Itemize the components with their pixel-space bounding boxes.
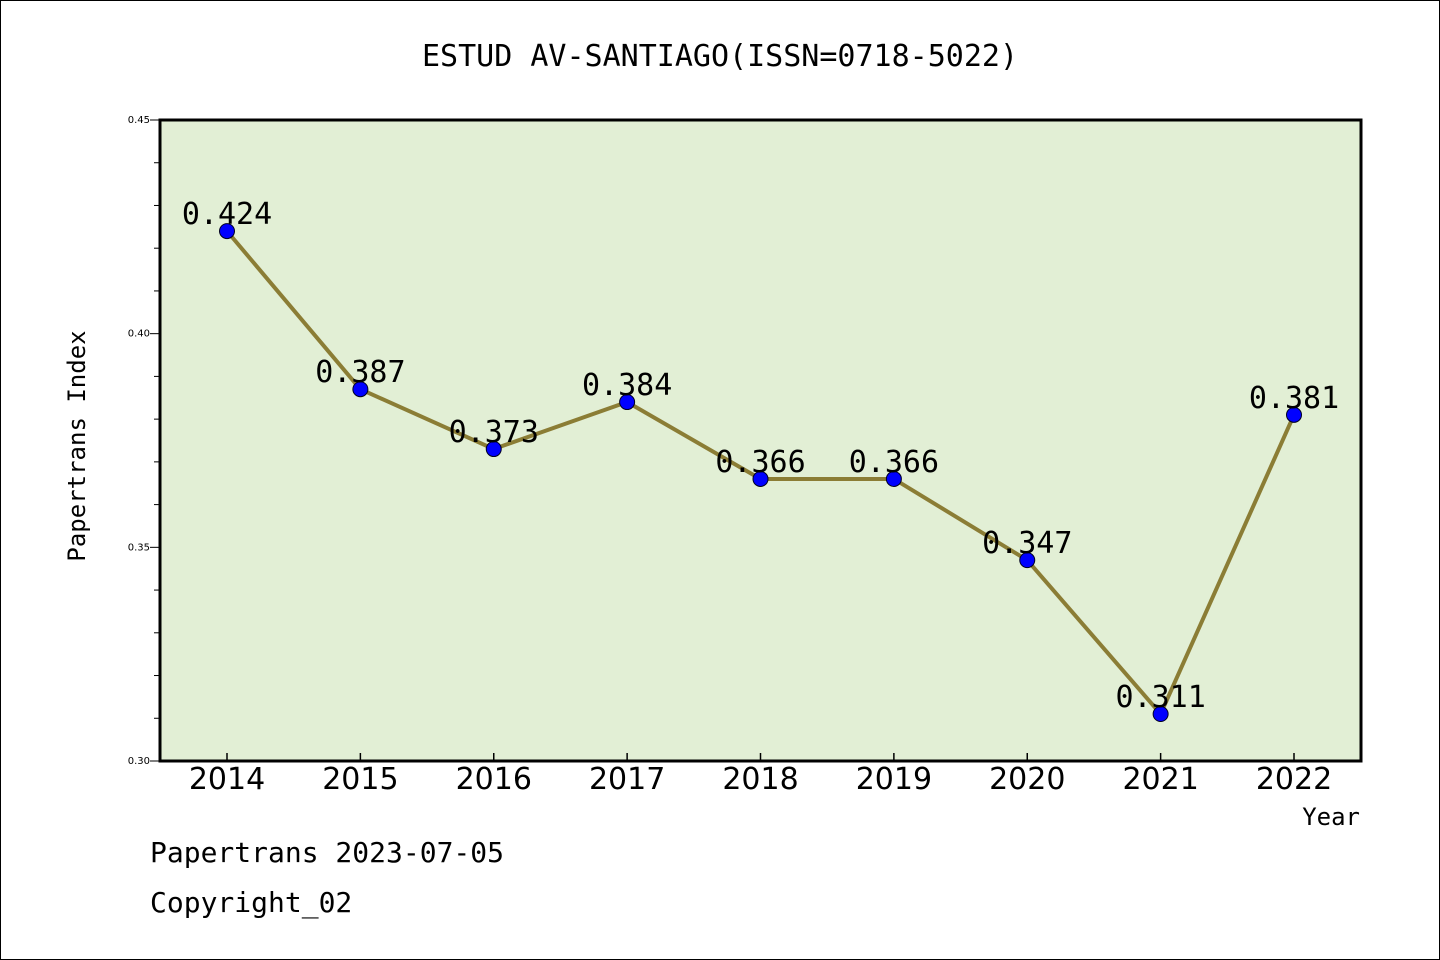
data-point xyxy=(485,441,502,458)
x-tick-label: 2016 xyxy=(456,762,532,797)
x-axis: 2014 2015 2016 2017 2018 2019 2020 2021 2022 xyxy=(189,753,1332,797)
data-label: 0.311 xyxy=(1115,680,1205,715)
y-axis-label: Papertrans Index xyxy=(63,330,91,561)
data-point xyxy=(219,223,235,240)
x-tick-label: 2018 xyxy=(722,762,798,797)
x-tick-label: 2019 xyxy=(856,762,932,797)
series-layer: 0.424 0.387 0.373 0.384 0.366 0.366 0.347 0.311… xyxy=(182,197,1339,722)
y-axis: 0.30 0.35 0.40 0.45 xyxy=(128,115,160,767)
data-label: 0.381 xyxy=(1249,381,1339,416)
data-label: 0.387 xyxy=(315,355,405,390)
x-tick-label: 2014 xyxy=(189,762,265,797)
data-label: 0.384 xyxy=(582,368,672,403)
data-point xyxy=(752,470,769,487)
data-label: 0.373 xyxy=(449,415,539,450)
chart-title: ESTUD AV-SANTIAGO(ISSN=0718-5022) xyxy=(422,39,1018,74)
data-point xyxy=(1286,406,1302,423)
y-tick-label: 0.35 xyxy=(128,542,150,553)
y-tick-label: 0.45 xyxy=(128,115,150,126)
x-tick-label: 2021 xyxy=(1122,762,1198,797)
data-label: 0.366 xyxy=(849,445,939,480)
y-tick-label: 0.40 xyxy=(128,329,150,340)
data-label: 0.366 xyxy=(715,445,805,480)
x-axis-label: Year xyxy=(1302,803,1360,831)
x-tick-label: 2015 xyxy=(322,762,398,797)
x-tick-label: 2022 xyxy=(1256,762,1332,797)
data-label: 0.424 xyxy=(182,197,272,232)
data-label: 0.347 xyxy=(982,526,1072,561)
data-point xyxy=(619,394,636,411)
x-tick-label: 2020 xyxy=(989,762,1065,797)
data-point xyxy=(885,470,902,487)
x-tick-label: 2017 xyxy=(589,762,665,797)
footer-date: Papertrans 2023-07-05 xyxy=(150,836,505,869)
footer-copyright: Copyright_02 xyxy=(150,886,353,919)
plot-area xyxy=(158,118,1363,763)
data-point xyxy=(352,381,369,398)
data-point xyxy=(1019,552,1036,569)
y-tick-label: 0.30 xyxy=(128,756,150,767)
data-point xyxy=(1152,705,1169,722)
